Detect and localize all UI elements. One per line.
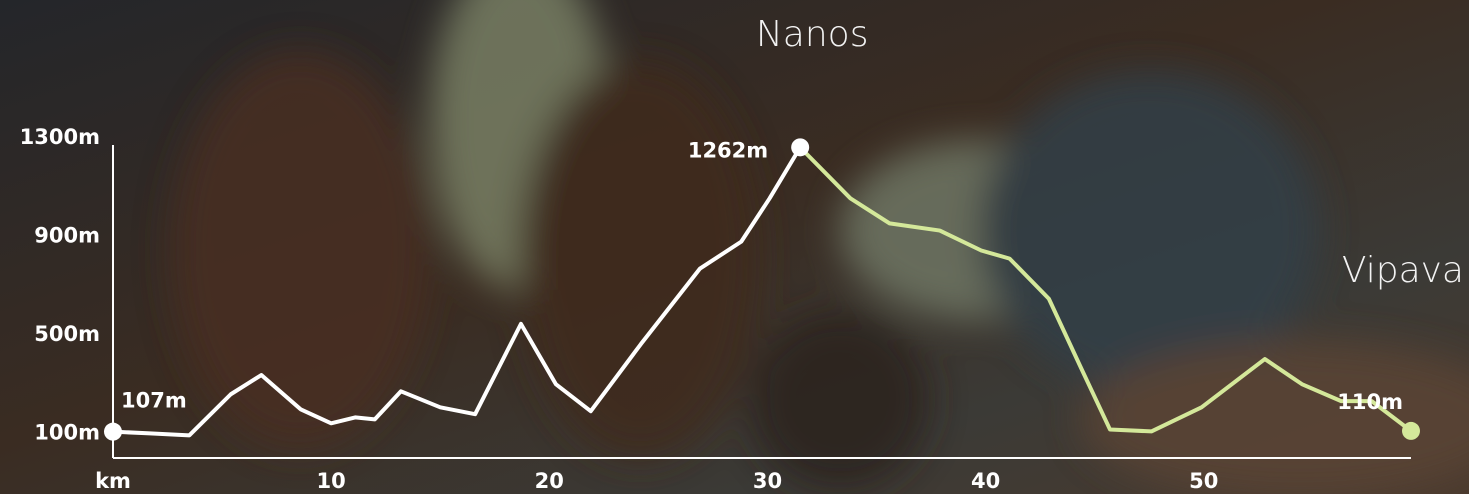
y-tick-label: 500m [34, 322, 100, 346]
x-tick-label: 50 [1189, 469, 1218, 493]
value-label: 110m [1337, 390, 1403, 414]
place-name: Nanos [756, 14, 869, 55]
point-marker [1402, 422, 1420, 440]
x-tick-label: 40 [971, 469, 1000, 493]
value-label: 107m [121, 389, 187, 413]
point-marker [791, 138, 809, 156]
y-tick-label: 100m [34, 420, 100, 444]
elevation-chart: 100m 500m 900m 1300m km 10 20 30 40 50 107m 1262m 11… [0, 0, 1469, 494]
place-name: Vipava [1342, 250, 1464, 291]
x-tick-label: 30 [753, 469, 782, 493]
x-tick-label: 10 [317, 469, 346, 493]
x-tick-label: km [95, 469, 131, 493]
value-label: 1262m [688, 138, 768, 162]
point-marker [104, 423, 122, 441]
y-tick-label: 900m [34, 223, 100, 247]
x-tick-label: 20 [535, 469, 564, 493]
y-tick-label: 1300m [20, 125, 100, 149]
